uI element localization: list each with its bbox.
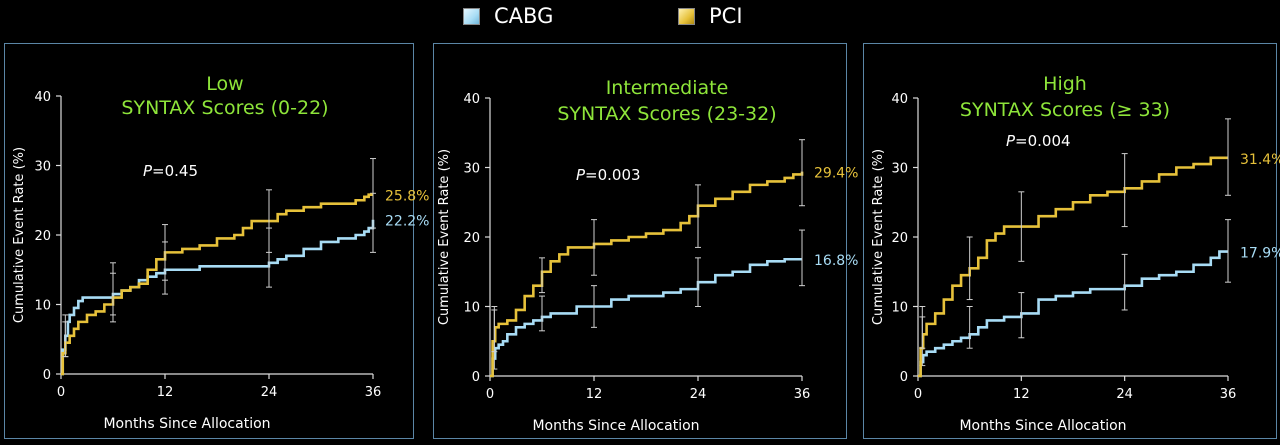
x-tick-label: 12 — [157, 385, 174, 400]
error-bar-pci — [110, 262, 116, 323]
error-bar-pci — [370, 158, 376, 229]
error-bar-pci — [1225, 118, 1231, 196]
y-tick-label: 30 — [34, 160, 51, 175]
y-tick-label: 10 — [891, 301, 908, 316]
y-tick-label: 10 — [34, 299, 51, 314]
series-line-cabg — [918, 250, 1228, 378]
x-tick-label: 36 — [794, 387, 811, 402]
error-bar-pci — [919, 306, 926, 349]
error-bar-pci — [591, 219, 597, 276]
legend-label-cabg: CABG — [494, 4, 554, 28]
y-tick-label: 0 — [472, 370, 480, 385]
x-tick-label: 12 — [586, 387, 603, 402]
error-bar-pci — [539, 257, 545, 294]
p-value: P=0.003 — [576, 166, 641, 184]
y-tick-label: 30 — [891, 162, 908, 177]
y-tick-label: 40 — [34, 90, 51, 105]
chart-svg: Intermediate SYNTAX Scores (23-32) P=0.003… — [437, 77, 858, 434]
error-bar-cabg — [799, 229, 805, 287]
y-axis-label: Cumulative Event Rate (%) — [437, 149, 452, 325]
p-value-prefix: P — [576, 166, 586, 184]
series-line-cabg — [61, 219, 375, 376]
series-line-pci — [61, 193, 373, 376]
error-bar-cabg — [1121, 253, 1128, 311]
chart-title-line2: SYNTAX Scores (≥ 33) — [960, 99, 1170, 121]
chart-panel-low: Low SYNTAX Scores (0-22) P=0.45 0 10 20 30 40 0 1… — [4, 43, 429, 439]
x-tick-label: 0 — [914, 387, 922, 402]
legend-item-pci: PCI — [678, 4, 743, 28]
x-tick-label: 36 — [1220, 387, 1237, 402]
x-tick-label: 0 — [486, 387, 494, 402]
error-bar-pci — [1018, 191, 1025, 262]
x-tick-label: 24 — [1116, 387, 1133, 402]
p-value-number: =0.45 — [152, 162, 198, 180]
y-tick-label: 20 — [34, 229, 51, 244]
p-value-number: =0.003 — [585, 166, 641, 184]
error-bar-cabg — [1225, 219, 1231, 283]
chart-title-line1: Low — [206, 73, 243, 95]
y-tick-label: 40 — [891, 92, 908, 107]
y-tick-label: 40 — [463, 92, 480, 107]
chart-title-line1: High — [1043, 73, 1087, 95]
error-bar-cabg — [966, 306, 973, 349]
end-label-cabg: 17.9% — [1240, 246, 1280, 262]
error-bar-pci — [695, 184, 701, 248]
cabg-swatch-icon — [463, 7, 480, 25]
chart-title-line2: SYNTAX Scores (0-22) — [121, 97, 328, 119]
end-label-pci: 31.4% — [1240, 152, 1280, 168]
end-label-pci: 29.4% — [814, 166, 858, 182]
x-tick-label: 24 — [690, 387, 707, 402]
error-bar-cabg — [695, 257, 701, 307]
p-value-number: =0.004 — [1015, 132, 1071, 150]
x-tick-label: 0 — [57, 385, 65, 400]
x-axis-label: Months Since Allocation — [959, 418, 1126, 434]
end-label-cabg: 22.2% — [385, 214, 429, 230]
x-tick-label: 12 — [1013, 387, 1030, 402]
x-tick-label: 36 — [365, 385, 382, 400]
pci-swatch-icon — [678, 7, 695, 25]
error-bar-pci — [491, 306, 498, 353]
legend-label-pci: PCI — [709, 4, 743, 28]
legend: CABG PCI — [0, 0, 1280, 40]
x-axis-label: Months Since Allocation — [532, 418, 699, 434]
error-bar-pci — [966, 236, 973, 301]
y-tick-label: 30 — [463, 162, 480, 177]
p-value: P=0.45 — [143, 162, 198, 180]
chart-panel-intermediate: Intermediate SYNTAX Scores (23-32) P=0.003… — [433, 43, 858, 439]
series-line-cabg — [490, 257, 802, 378]
chart-panel-high: High SYNTAX Scores (≥ 33) P=0.004 0 10 20 30 40… — [863, 43, 1280, 439]
p-value: P=0.004 — [1006, 132, 1071, 150]
chart-title-line1: Intermediate — [606, 77, 729, 99]
error-bar-pci — [1121, 153, 1128, 228]
y-tick-label: 0 — [900, 370, 908, 385]
error-bar-cabg — [539, 295, 545, 332]
error-bar-pci — [799, 139, 805, 207]
x-axis-label: Months Since Allocation — [103, 416, 270, 432]
error-bar-cabg — [1018, 292, 1025, 339]
p-value-prefix: P — [1006, 132, 1016, 150]
series-line-pci — [918, 156, 1228, 378]
end-label-pci: 25.8% — [385, 189, 429, 205]
y-axis-label: Cumulative Event Rate (%) — [12, 147, 27, 323]
y-tick-label: 0 — [43, 368, 51, 383]
error-bar-pci — [162, 224, 168, 281]
y-tick-label: 10 — [463, 301, 480, 316]
y-tick-label: 20 — [891, 231, 908, 246]
y-axis-label: Cumulative Event Rate (%) — [871, 149, 886, 325]
error-bar-pci — [266, 189, 272, 253]
x-tick-label: 24 — [261, 385, 278, 400]
error-bar-cabg — [591, 285, 597, 328]
end-label-cabg: 16.8% — [814, 253, 858, 269]
error-bar-pci — [62, 321, 69, 358]
y-tick-label: 20 — [463, 231, 480, 246]
chart-svg: High SYNTAX Scores (≥ 33) P=0.004 0 10 20 30 40… — [871, 73, 1280, 434]
chart-title-line2: SYNTAX Scores (23-32) — [557, 103, 776, 125]
series-line-pci — [490, 171, 804, 378]
legend-item-cabg: CABG — [463, 4, 553, 28]
p-value-prefix: P — [143, 162, 153, 180]
